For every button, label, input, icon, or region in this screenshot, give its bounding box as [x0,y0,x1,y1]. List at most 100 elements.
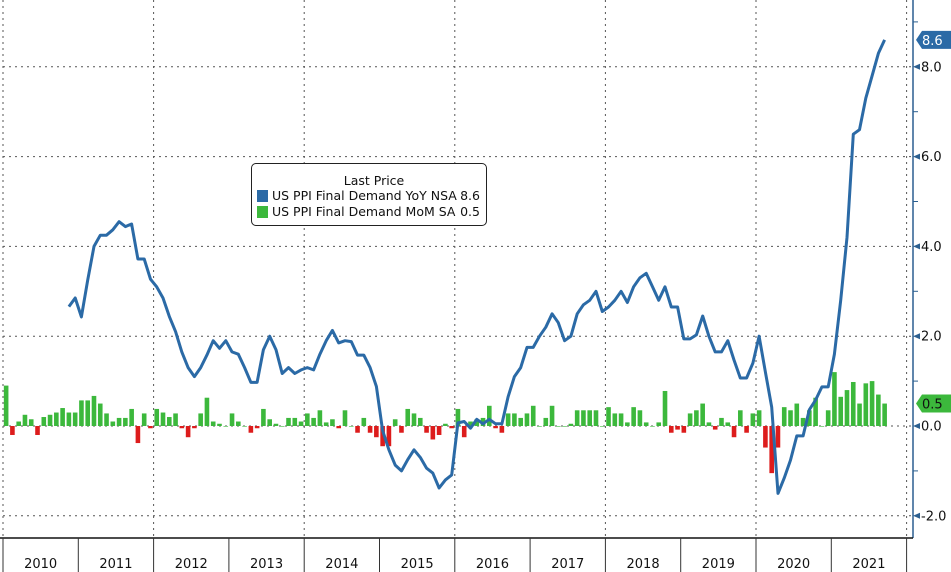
mom-bar [298,421,304,426]
mom-bar [154,408,160,426]
mom-bar [819,426,825,427]
mom-bar [763,426,768,448]
mom-bar [637,410,643,426]
y-tick-label: 0.0 [921,420,942,435]
mom-bar [10,426,15,435]
mom-bar [60,408,65,426]
mom-bar [267,419,272,426]
yoy-last-value-tag-bg [916,30,951,49]
mom-bar [813,397,818,426]
y-tick-arrow [913,333,920,340]
mom-bar [756,410,762,426]
mom-bar [192,426,197,429]
mom-bar [518,417,523,426]
mom-bar [800,417,806,426]
x-tick-label: 2011 [99,557,132,572]
mom-bar [593,410,599,426]
mom-bar [568,423,574,426]
mom-bar [556,426,561,427]
mom-bar [72,412,78,426]
mom-bar [3,385,9,426]
mom-bar [110,421,116,426]
mom-bar [417,417,423,426]
mom-bar [273,423,279,426]
mom-bar [141,413,147,426]
mom-bar [330,419,335,426]
y-tick-label: 6.0 [921,150,942,165]
mom-bar [712,426,718,430]
mom-bar [681,426,687,433]
legend-value: 0.5 [460,204,480,219]
mom-bar [863,383,869,426]
mom-bar [66,412,72,426]
mom-bar [380,426,385,447]
mom-bar [405,408,411,426]
mom-bar [160,412,166,426]
x-tick-label: 2021 [852,557,885,572]
mom-bar [424,426,429,433]
mom-bar [386,426,392,447]
mom-bar [305,413,310,426]
mom-bar [248,426,254,433]
mom-bar [599,426,605,427]
legend-swatch-green [257,206,268,218]
y-tick-arrow [913,512,920,519]
mom-bar [261,408,266,426]
mom-bar [838,396,844,426]
mom-bar [449,426,454,429]
mom-bar [794,403,800,426]
mom-bar [22,414,28,426]
mom-bar [687,413,693,426]
mom-bar [455,408,461,426]
mom-bar [185,426,191,438]
mom-bar [725,422,731,426]
mom-bar [210,421,216,426]
y-tick-arrow [913,153,920,160]
mom-bar [374,426,379,438]
mom-bar [505,413,511,426]
mom-bar [537,426,542,427]
mom-bar [47,414,53,426]
x-tick-label: 2019 [702,557,735,572]
mom-last-value-tag-bg [916,394,951,413]
y-tick-arrow [913,63,920,70]
mom-bar [348,426,354,427]
mom-bar [487,405,492,426]
mom-bar [223,426,229,427]
mom-bar [750,413,756,426]
mom-bar [700,403,705,426]
x-tick-label: 2014 [325,557,358,572]
y-tick-label: 8.0 [921,60,942,75]
mom-bar [662,390,668,426]
mom-bar [788,410,793,426]
mom-bar [869,381,875,426]
mom-bar [392,419,398,426]
y-tick-label: -2.0 [921,509,946,524]
mom-bar [574,410,580,426]
mom-bar [850,381,856,426]
x-tick-label: 2015 [401,557,434,572]
mom-bar [41,417,47,426]
mom-bar [399,426,404,433]
mom-bar [91,395,97,426]
mom-bar [242,426,247,427]
legend-entry-mom: US PPI Final Demand MoM SA 0.5 [257,204,486,220]
mom-bar [706,422,712,426]
mom-bar [857,403,862,426]
mom-bar [781,407,787,426]
mom-bar [411,413,417,426]
mom-bar [844,390,850,426]
mom-bar [618,413,624,426]
legend-title: Last Price [343,173,405,188]
y-tick-arrow [913,423,920,429]
y-tick-label: 4.0 [921,240,942,255]
mom-bar [694,410,699,426]
mom-bar [229,413,235,426]
mom-bar [825,410,831,426]
mom-bar [355,426,360,433]
mom-bar [656,422,662,426]
mom-bar [524,413,530,426]
mom-bar [279,426,285,427]
mom-bar [731,426,737,438]
legend-label: US PPI Final Demand MoM SA [272,204,456,219]
